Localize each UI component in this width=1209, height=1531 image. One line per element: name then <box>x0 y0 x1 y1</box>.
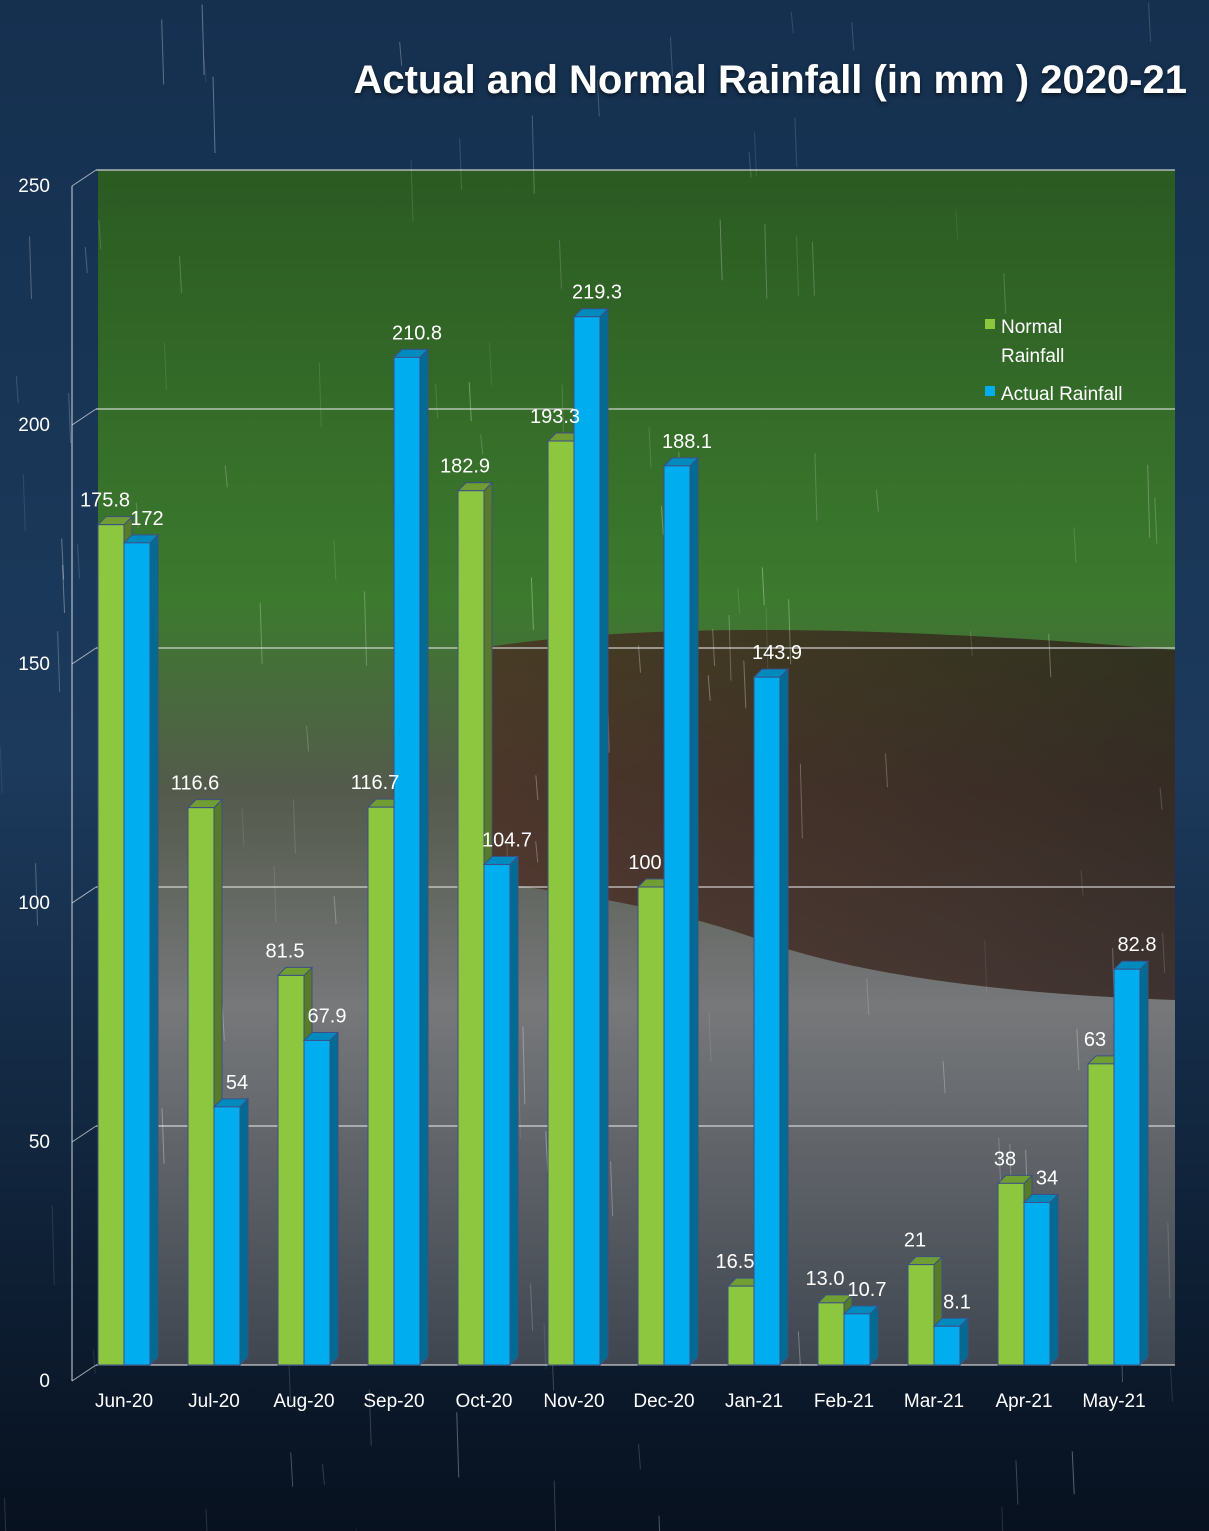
gridlines <box>71 169 1175 1382</box>
bar <box>483 864 511 1366</box>
legend-swatch <box>985 319 995 329</box>
bar-side <box>1139 960 1149 1367</box>
bar-side <box>869 1304 879 1367</box>
gridline-depth <box>71 1125 97 1143</box>
bar-side <box>509 855 519 1367</box>
bar-side <box>329 1031 339 1367</box>
x-tick-label: Feb-21 <box>814 1391 874 1412</box>
bar <box>573 316 601 1366</box>
y-tick-label: 50 <box>29 1132 50 1153</box>
bar <box>907 1264 935 1366</box>
data-label: 210.8 <box>392 322 442 344</box>
data-label: 104.7 <box>482 830 532 852</box>
bar <box>457 490 485 1366</box>
gridline-depth <box>71 1364 97 1382</box>
bar-side <box>599 307 609 1367</box>
data-label: 10.7 <box>848 1279 887 1301</box>
bar <box>187 807 215 1366</box>
axis-labels: 0 50 100 150 200 250 Jun-20 Jul-20 Aug-20 Sep-20 O… <box>18 176 1145 1412</box>
data-label: 82.8 <box>1118 934 1157 956</box>
data-label: 219.3 <box>572 282 622 304</box>
data-label: 54 <box>226 1072 248 1094</box>
bar <box>1087 1063 1115 1366</box>
x-tick-label: Oct-20 <box>455 1391 512 1412</box>
legend: Normal Rainfall Actual Rainfall <box>985 317 1122 405</box>
gridline-depth <box>71 408 97 426</box>
bar <box>393 356 421 1366</box>
bar <box>663 465 691 1366</box>
x-tick-label: Mar-21 <box>904 1391 964 1412</box>
x-tick-label: Apr-21 <box>995 1391 1052 1412</box>
bar <box>123 542 151 1366</box>
gridline-depth <box>71 647 97 665</box>
bar-side <box>1049 1193 1059 1367</box>
y-tick-label: 0 <box>39 1371 50 1392</box>
gridline-depth <box>71 169 97 187</box>
bar <box>727 1285 755 1366</box>
bar <box>753 676 781 1366</box>
x-tick-label: Nov-20 <box>543 1391 604 1412</box>
data-label: 63 <box>1084 1029 1106 1051</box>
x-tick-label: Dec-20 <box>633 1391 694 1412</box>
data-label: 116.7 <box>351 772 400 794</box>
data-label: 182.9 <box>440 456 490 478</box>
bar-side <box>419 348 429 1367</box>
y-tick-label: 250 <box>18 176 50 197</box>
x-tick-label: Jul-20 <box>188 1391 240 1412</box>
rain-decor <box>0 2 1173 1531</box>
y-tick-label: 200 <box>18 415 50 436</box>
data-label: 116.6 <box>171 773 220 795</box>
x-tick-label: Sep-20 <box>363 1391 424 1412</box>
data-label: 21 <box>904 1230 926 1252</box>
x-tick-label: May-21 <box>1082 1391 1145 1412</box>
bar <box>637 886 665 1366</box>
bar-side <box>239 1097 249 1367</box>
bar <box>843 1313 871 1366</box>
data-label: 13.0 <box>806 1268 845 1290</box>
data-label: 16.5 <box>716 1251 755 1273</box>
data-label: 193.3 <box>530 406 580 428</box>
bar <box>1113 968 1141 1366</box>
x-tick-label: Jun-20 <box>95 1391 153 1412</box>
x-tick-label: Jan-21 <box>725 1391 783 1412</box>
data-label: 34 <box>1036 1167 1058 1189</box>
bars <box>96 307 1150 1367</box>
data-label: 188.1 <box>662 431 712 453</box>
bar <box>213 1106 241 1366</box>
data-label: 38 <box>994 1148 1016 1170</box>
data-label: 100 <box>628 852 661 874</box>
data-label: 8.1 <box>943 1291 971 1313</box>
bar <box>547 440 575 1366</box>
bar <box>367 806 395 1366</box>
data-label: 172 <box>130 508 163 530</box>
data-label: 81.5 <box>266 940 305 962</box>
x-tick-label: Aug-20 <box>273 1391 334 1412</box>
data-label: 143.9 <box>752 642 802 664</box>
bar <box>303 1039 331 1366</box>
data-label: 67.9 <box>308 1005 347 1027</box>
legend-swatch <box>985 386 995 396</box>
bar <box>997 1182 1025 1366</box>
chart-title: Actual and Normal Rainfall (in mm ) 2020… <box>353 58 1187 102</box>
bar <box>277 974 305 1366</box>
gridline-depth <box>71 886 97 904</box>
y-tick-label: 150 <box>18 654 50 675</box>
bar <box>1023 1201 1051 1366</box>
data-label: 175.8 <box>80 490 130 512</box>
bar <box>817 1302 845 1366</box>
bar-side <box>689 456 699 1367</box>
bar-side <box>779 667 789 1367</box>
bar <box>97 524 125 1366</box>
legend-label: Actual Rainfall <box>1001 384 1122 405</box>
legend-label: Normal <box>1001 317 1062 338</box>
bar-side <box>149 533 159 1367</box>
y-tick-label: 100 <box>18 893 50 914</box>
legend-label: Rainfall <box>1001 346 1064 367</box>
bar <box>933 1325 961 1366</box>
